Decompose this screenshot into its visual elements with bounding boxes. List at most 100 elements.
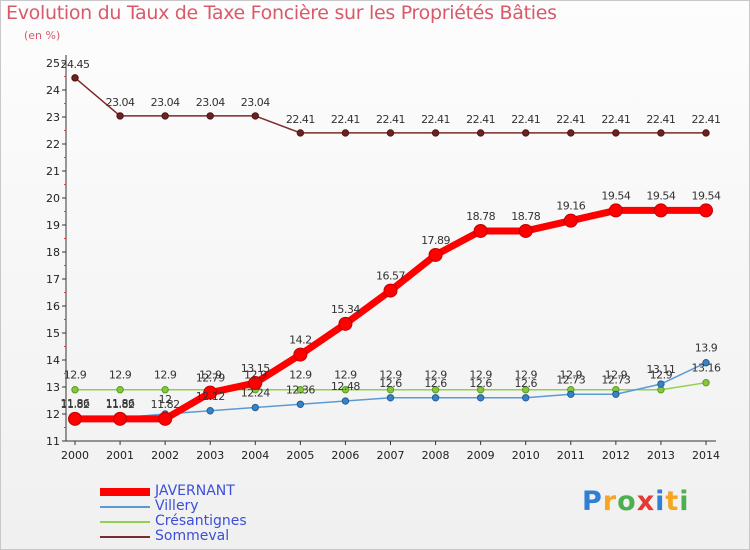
y-unit-label: (en %): [24, 29, 61, 42]
data-point-villery: [206, 407, 214, 415]
data-point-villery: [476, 394, 485, 402]
data-label: 12.9: [199, 369, 222, 382]
chart-title: Evolution du Taux de Taxe Foncière sur l…: [6, 2, 557, 24]
data-label: 12.9: [64, 369, 87, 382]
data-label: 19.54: [601, 189, 630, 202]
data-label: 22.41: [556, 113, 585, 126]
data-label: 12.9: [424, 369, 447, 382]
data-label: 12.9: [289, 369, 312, 382]
data-point-javernant: [653, 203, 668, 218]
data-label: 12.9: [560, 369, 583, 382]
data-point-sommeval: [522, 129, 530, 137]
data-point-crésantignes: [296, 386, 305, 394]
legend-swatch: [100, 506, 150, 508]
data-label: 12.6: [379, 377, 402, 390]
y-tick-label: 22: [46, 138, 60, 151]
y-tick-label: 25: [46, 57, 60, 70]
data-point-javernant: [563, 213, 578, 228]
data-label: 12.9: [469, 369, 492, 382]
data-point-javernant: [473, 223, 488, 238]
data-label: 11.82: [151, 398, 180, 411]
data-label: 11.86: [61, 397, 90, 410]
x-tick-label: 2005: [286, 449, 314, 462]
x-tick-label: 2010: [512, 449, 540, 462]
logo-letter: t: [665, 486, 680, 517]
x-tick-label: 2002: [151, 449, 179, 462]
data-label: 12.6: [514, 377, 537, 390]
legend-label: Sommeval: [155, 528, 230, 544]
data-label: 22.41: [286, 113, 315, 126]
data-label: 22.41: [601, 113, 630, 126]
data-label: 22.41: [646, 113, 675, 126]
y-tick-label: 17: [46, 273, 60, 286]
data-point-sommeval: [206, 112, 214, 120]
data-label: 11.86: [106, 397, 135, 410]
data-label: 12.36: [286, 383, 315, 396]
data-label: 12.24: [241, 387, 270, 400]
data-label: 23.04: [196, 96, 225, 109]
data-label: 13.15: [241, 362, 270, 375]
data-label: 13.16: [692, 362, 721, 375]
data-point-sommeval: [116, 112, 124, 120]
data-point-villery: [612, 390, 620, 398]
data-point-sommeval: [431, 129, 440, 137]
data-point-javernant: [68, 411, 82, 426]
data-label: 13.9: [695, 342, 718, 355]
data-label: 12.79: [196, 372, 225, 385]
data-point-sommeval: [386, 129, 395, 137]
data-point-villery: [341, 397, 350, 405]
data-label: 14.2: [289, 334, 312, 347]
data-label: 12.9: [334, 369, 357, 382]
data-point-javernant: [518, 223, 533, 238]
data-label: 24.45: [61, 58, 90, 71]
data-point-javernant: [248, 375, 263, 390]
x-tick-label: 2003: [196, 449, 224, 462]
data-point-javernant: [608, 203, 623, 218]
y-tick-label: 19: [46, 219, 60, 232]
y-tick-label: 15: [46, 327, 60, 340]
x-tick-label: 2009: [467, 449, 495, 462]
y-tick-label: 16: [46, 300, 60, 313]
logo-letter: x: [636, 486, 656, 517]
data-label: 19.54: [692, 189, 721, 202]
legend-swatch: [100, 521, 150, 523]
data-point-sommeval: [296, 129, 305, 137]
legend-label: JAVERNANT: [155, 483, 235, 499]
data-label: 12.9: [514, 369, 537, 382]
data-label: 12.48: [331, 380, 360, 393]
data-point-sommeval: [612, 129, 620, 137]
y-tick-label: 14: [46, 354, 60, 367]
y-tick-label: 23: [46, 111, 60, 124]
data-label: 22.41: [466, 113, 495, 126]
legend-swatch: [100, 488, 150, 496]
x-tick-label: 2012: [602, 449, 630, 462]
logo-letter: i: [679, 486, 690, 517]
data-point-crésantignes: [161, 386, 169, 394]
data-label: 12.9: [605, 369, 628, 382]
data-point-villery: [386, 394, 395, 402]
data-label: 12: [159, 393, 172, 406]
data-point-villery: [702, 359, 710, 367]
data-point-villery: [296, 400, 305, 408]
x-tick-label: 2014: [692, 449, 720, 462]
data-label: 12.9: [244, 369, 267, 382]
data-point-sommeval: [341, 129, 350, 137]
data-point-javernant: [383, 283, 398, 298]
y-tick-label: 13: [46, 381, 60, 394]
data-point-crésantignes: [116, 386, 124, 394]
data-point-javernant: [428, 247, 443, 262]
data-label: 13.11: [646, 363, 675, 376]
legend-swatch: [100, 536, 150, 538]
data-label: 19.54: [646, 189, 675, 202]
data-point-crésantignes: [71, 386, 79, 394]
data-label: 18.78: [466, 210, 495, 223]
data-label: 18.78: [511, 210, 540, 223]
data-label: 11.82: [61, 398, 90, 411]
data-point-sommeval: [251, 112, 259, 120]
y-tick-label: 24: [46, 84, 60, 97]
data-point-crésantignes: [702, 378, 710, 387]
data-label: 15.34: [331, 303, 360, 316]
x-tick-label: 2004: [241, 449, 269, 462]
data-label: 23.04: [241, 96, 270, 109]
